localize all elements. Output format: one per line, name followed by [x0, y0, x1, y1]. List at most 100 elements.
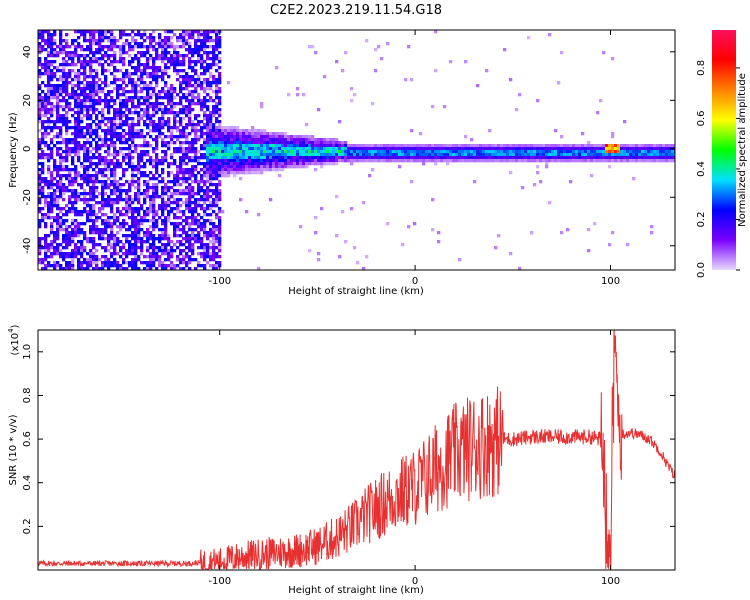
heatmap-cell	[182, 105, 186, 109]
heatmap-cell	[155, 219, 159, 223]
heatmap-cell	[203, 156, 207, 160]
heatmap-cell	[125, 228, 129, 232]
heatmap-cell	[41, 207, 45, 211]
heatmap-cell	[44, 39, 48, 43]
heatmap-cell	[173, 243, 177, 247]
heatmap-cell	[65, 141, 69, 145]
heatmap-cell	[155, 195, 159, 199]
heatmap-cell	[191, 219, 195, 223]
heatmap-cell	[179, 108, 183, 112]
heatmap-cell	[416, 156, 420, 160]
heatmap-x-tick-label: -100	[208, 276, 231, 287]
heatmap-cell	[323, 141, 327, 145]
heatmap-cell	[410, 156, 414, 160]
heatmap-cell	[152, 240, 156, 244]
heatmap-cell	[77, 36, 81, 40]
heatmap-cell	[185, 186, 189, 190]
heatmap-cell	[83, 258, 87, 262]
heatmap-cell	[110, 198, 114, 202]
heatmap-cell	[128, 138, 132, 142]
heatmap-cell	[380, 153, 384, 157]
heatmap-cell	[209, 99, 213, 103]
heatmap-cell	[134, 87, 138, 91]
heatmap-cell	[194, 72, 198, 76]
heatmap-cell	[149, 57, 153, 61]
heatmap-cell	[65, 189, 69, 193]
heatmap-cell	[89, 219, 93, 223]
heatmap-cell	[248, 144, 252, 148]
heatmap-cell	[575, 159, 579, 163]
heatmap-cell	[212, 255, 216, 259]
snr-y-multiplier-suffix: )	[10, 324, 21, 328]
heatmap-cell	[86, 45, 90, 49]
heatmap-cell	[674, 150, 675, 154]
heatmap-cell	[161, 45, 165, 49]
heatmap-cell	[134, 210, 138, 214]
heatmap-cell	[137, 255, 141, 259]
heatmap-cell	[149, 162, 153, 166]
heatmap-cell	[227, 135, 231, 139]
heatmap-cell	[161, 132, 165, 136]
heatmap-cell	[92, 102, 96, 106]
heatmap-cell	[182, 117, 186, 121]
heatmap-cell	[164, 54, 168, 58]
heatmap-cell	[188, 201, 192, 205]
heatmap-cell	[47, 117, 51, 121]
heatmap-cell	[200, 48, 204, 52]
heatmap-cell	[656, 159, 660, 163]
heatmap-cell	[161, 252, 165, 256]
heatmap-cell	[104, 255, 108, 259]
heatmap-cell	[104, 228, 108, 232]
heatmap-cell	[128, 72, 132, 76]
heatmap-cell	[635, 159, 639, 163]
heatmap-cell	[122, 63, 126, 67]
heatmap-cell	[263, 138, 267, 142]
heatmap-cell	[188, 93, 192, 97]
heatmap-cell	[119, 117, 123, 121]
heatmap-cell	[182, 243, 186, 247]
heatmap-cell	[164, 39, 168, 43]
heatmap-cell	[131, 72, 135, 76]
heatmap-cell	[59, 90, 63, 94]
heatmap-cell	[197, 99, 201, 103]
heatmap-cell	[341, 141, 345, 145]
heatmap-cell	[179, 33, 183, 37]
heatmap-cell	[131, 126, 135, 130]
heatmap-cell	[404, 159, 408, 163]
heatmap-cell	[629, 159, 633, 163]
heatmap-cell	[611, 135, 615, 139]
heatmap-cell	[119, 45, 123, 49]
heatmap-cell	[191, 141, 195, 145]
heatmap-cell	[182, 189, 186, 193]
heatmap-cell	[113, 177, 117, 181]
heatmap-cell	[167, 93, 171, 97]
heatmap-cell	[110, 45, 114, 49]
heatmap-cell	[143, 174, 147, 178]
heatmap-cell	[293, 162, 297, 166]
heatmap-cell	[197, 30, 201, 34]
heatmap-cell	[191, 33, 195, 37]
heatmap-cell	[188, 102, 192, 106]
heatmap-cell	[188, 207, 192, 211]
heatmap-cell	[167, 90, 171, 94]
heatmap-cell	[566, 159, 570, 163]
heatmap-cell	[173, 150, 177, 154]
heatmap-cell	[143, 213, 147, 217]
heatmap-cell	[131, 57, 135, 61]
heatmap-cell	[215, 267, 219, 270]
heatmap-cell	[101, 144, 105, 148]
heatmap-cell	[80, 186, 84, 190]
heatmap-cell	[185, 162, 189, 166]
heatmap-cell	[143, 141, 147, 145]
heatmap-cell	[86, 177, 90, 181]
heatmap-cell	[182, 141, 186, 145]
heatmap-cell	[182, 54, 186, 58]
heatmap-cell	[92, 129, 96, 133]
heatmap-cell	[86, 114, 90, 118]
heatmap-cell	[104, 84, 108, 88]
heatmap-cell	[155, 237, 159, 241]
heatmap-cell	[71, 261, 75, 265]
heatmap-cell	[197, 45, 201, 49]
heatmap-cell	[83, 189, 87, 193]
heatmap-cell	[176, 60, 180, 64]
